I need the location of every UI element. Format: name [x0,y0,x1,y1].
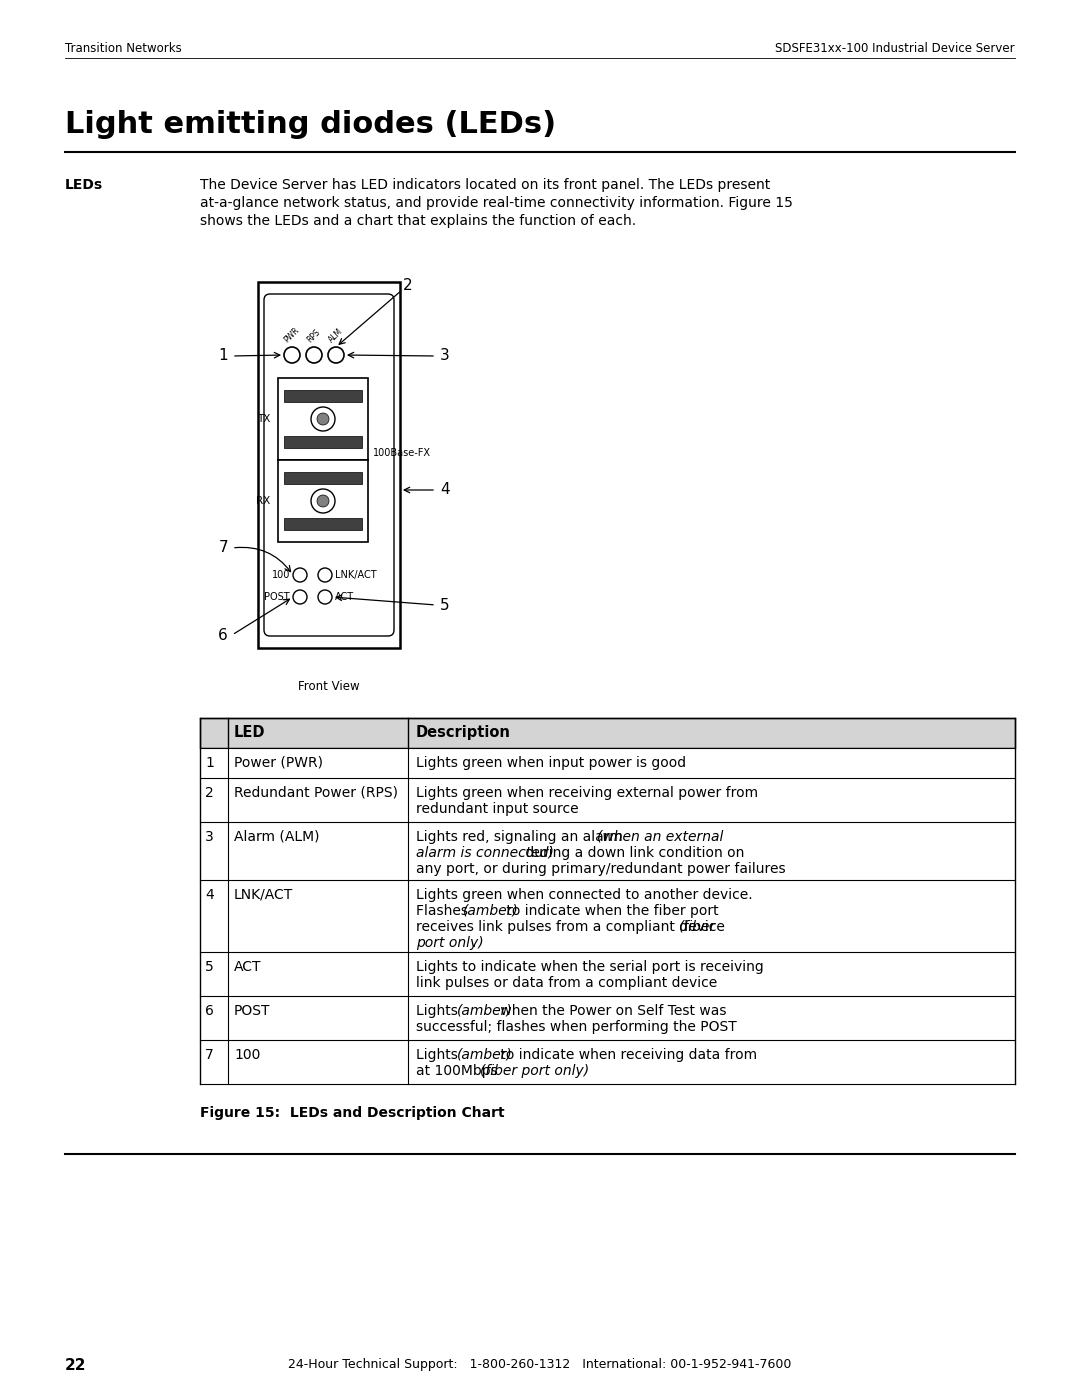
Circle shape [318,495,329,507]
Text: LNK/ACT: LNK/ACT [335,570,377,580]
Text: Lights red, signaling an alarm: Lights red, signaling an alarm [416,830,627,844]
Text: LEDs: LEDs [65,177,103,191]
Text: Figure 15:  LEDs and Description Chart: Figure 15: LEDs and Description Chart [200,1106,504,1120]
Text: Lights: Lights [416,1048,462,1062]
Text: 7: 7 [218,541,228,556]
Text: alarm is connected): alarm is connected) [416,847,554,861]
Circle shape [311,489,335,513]
Text: Alarm (ALM): Alarm (ALM) [234,830,320,844]
Text: during a down link condition on: during a down link condition on [522,847,745,861]
Text: Lights green when connected to another device.: Lights green when connected to another d… [416,888,753,902]
Text: 3: 3 [205,830,214,844]
Bar [200,1039,1015,1084]
Text: Redundant Power (RPS): Redundant Power (RPS) [234,787,399,800]
Text: LNK/ACT: LNK/ACT [234,888,294,902]
Polygon shape [284,518,362,529]
Text: Flashes: Flashes [416,904,472,918]
Polygon shape [258,282,400,648]
Text: (amber): (amber) [463,904,518,918]
Circle shape [293,590,307,604]
Circle shape [318,414,329,425]
Bar [200,951,1015,996]
Text: 100Base-FX: 100Base-FX [373,448,431,458]
Text: receives link pulses from a compliant device: receives link pulses from a compliant de… [416,921,729,935]
Text: Lights green when input power is good: Lights green when input power is good [416,756,686,770]
Text: TX: TX [257,414,270,425]
Bar [200,996,1015,1039]
Text: when the Power on Self Test was: when the Power on Self Test was [496,1004,726,1018]
Text: (amber): (amber) [457,1004,513,1018]
Text: to indicate when receiving data from: to indicate when receiving data from [496,1048,757,1062]
Text: Lights: Lights [416,1004,462,1018]
Bar [200,778,1015,821]
Text: RPS: RPS [306,327,323,344]
Circle shape [318,569,332,583]
Text: PWR: PWR [283,326,301,344]
Text: 6: 6 [218,627,228,643]
Text: Description: Description [416,725,511,740]
Text: 3: 3 [440,348,449,363]
Text: Transition Networks: Transition Networks [65,42,181,54]
Text: 100: 100 [272,570,291,580]
Text: (when an external: (when an external [597,830,724,844]
Text: 4: 4 [205,888,214,902]
Text: 4: 4 [440,482,449,497]
Text: shows the LEDs and a chart that explains the function of each.: shows the LEDs and a chart that explains… [200,214,636,228]
Text: 24-Hour Technical Support:   1-800-260-1312   International: 00-1-952-941-7600: 24-Hour Technical Support: 1-800-260-131… [288,1358,792,1370]
Text: 5: 5 [440,598,449,612]
Text: SDSFE31xx-100 Industrial Device Server: SDSFE31xx-100 Industrial Device Server [775,42,1015,54]
Text: port only): port only) [416,936,484,950]
Text: LED: LED [234,725,266,740]
Bar [200,880,1015,951]
Text: RX: RX [256,496,270,506]
Text: POST: POST [265,592,291,602]
Text: redundant input source: redundant input source [416,802,579,816]
Text: Front View: Front View [298,680,360,693]
Text: to indicate when the fiber port: to indicate when the fiber port [501,904,718,918]
Text: 1: 1 [218,348,228,363]
Text: ACT: ACT [234,960,261,974]
Text: link pulses or data from a compliant device: link pulses or data from a compliant dev… [416,977,717,990]
Bar [278,379,368,460]
Text: Lights to indicate when the serial port is receiving: Lights to indicate when the serial port … [416,960,764,974]
Circle shape [311,407,335,432]
Text: The Device Server has LED indicators located on its front panel. The LEDs presen: The Device Server has LED indicators loc… [200,177,770,191]
Polygon shape [284,436,362,448]
Text: 22: 22 [65,1358,86,1373]
Circle shape [318,590,332,604]
Circle shape [306,346,322,363]
Text: POST: POST [234,1004,270,1018]
Text: (fiber: (fiber [679,921,716,935]
Circle shape [328,346,345,363]
Text: Power (PWR): Power (PWR) [234,756,323,770]
Bar [200,747,1015,778]
Text: 2: 2 [205,787,214,800]
Bar [278,460,368,542]
Circle shape [284,346,300,363]
Text: 100: 100 [234,1048,260,1062]
Text: (fiber port only): (fiber port only) [481,1065,590,1078]
Text: at-a-glance network status, and provide real-time connectivity information. Figu: at-a-glance network status, and provide … [200,196,793,210]
Bar [200,718,1015,747]
Text: Lights green when receiving external power from: Lights green when receiving external pow… [416,787,758,800]
Text: 5: 5 [205,960,214,974]
Text: ACT: ACT [335,592,354,602]
FancyBboxPatch shape [264,293,394,636]
Text: at 100Mbps: at 100Mbps [416,1065,502,1078]
Polygon shape [284,472,362,483]
Polygon shape [284,390,362,402]
Text: 6: 6 [205,1004,214,1018]
Text: ALM: ALM [327,327,345,344]
Text: 2: 2 [403,278,413,292]
Text: successful; flashes when performing the POST: successful; flashes when performing the … [416,1020,737,1034]
Text: .: . [472,936,476,950]
Text: any port, or during primary/redundant power failures: any port, or during primary/redundant po… [416,862,785,876]
Circle shape [293,569,307,583]
Bar [200,821,1015,880]
Text: 1: 1 [205,756,214,770]
Text: Light emitting diodes (LEDs): Light emitting diodes (LEDs) [65,110,556,138]
Text: 7: 7 [205,1048,214,1062]
Text: (amber): (amber) [457,1048,513,1062]
